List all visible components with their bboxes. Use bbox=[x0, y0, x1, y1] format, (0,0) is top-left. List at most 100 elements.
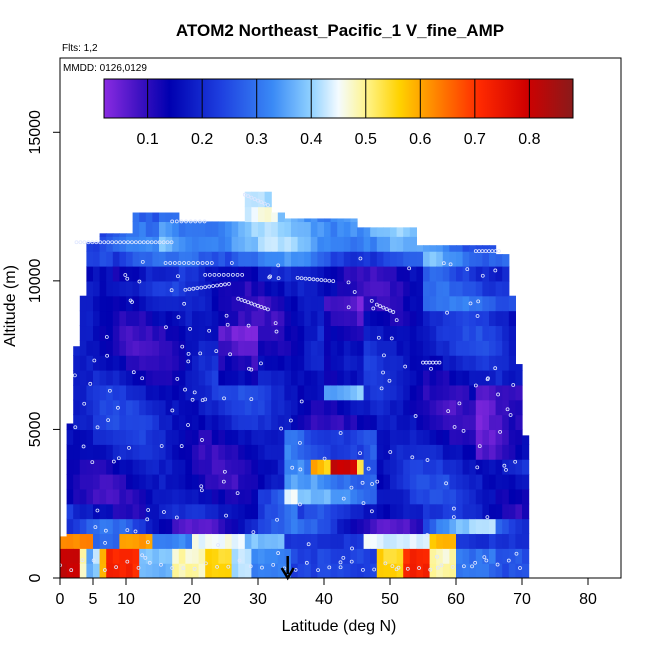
heatmap-cell bbox=[139, 399, 147, 416]
heatmap-cell bbox=[251, 236, 259, 252]
heatmap-cell bbox=[86, 414, 94, 431]
heatmap-cell bbox=[396, 444, 404, 460]
flight-track-point bbox=[78, 240, 83, 245]
heatmap-cell bbox=[515, 364, 523, 371]
heatmap-cell bbox=[337, 414, 345, 431]
heatmap-cell bbox=[152, 474, 160, 490]
heatmap-cell bbox=[297, 533, 305, 549]
heatmap-cell bbox=[475, 414, 483, 431]
heatmap-cell bbox=[277, 212, 285, 223]
heatmap-cell bbox=[495, 459, 503, 475]
heatmap-cell bbox=[409, 474, 417, 490]
heatmap-cell bbox=[218, 370, 226, 386]
heatmap-cell bbox=[126, 503, 134, 520]
heatmap-cell bbox=[370, 429, 378, 445]
heatmap-cell bbox=[225, 325, 233, 341]
heatmap-cell bbox=[126, 355, 134, 371]
heatmap-cell bbox=[489, 563, 497, 578]
flight-track-point bbox=[249, 397, 254, 401]
heatmap-cell bbox=[205, 459, 213, 475]
heatmap-cell bbox=[244, 503, 252, 520]
heatmap-cell bbox=[449, 474, 457, 490]
heatmap-cell bbox=[317, 503, 325, 520]
heatmap-cell bbox=[324, 310, 332, 327]
flight-track-point bbox=[485, 515, 490, 520]
heatmap-cell bbox=[363, 280, 371, 297]
flight-track-point bbox=[90, 240, 95, 245]
heatmap-cell bbox=[225, 414, 233, 431]
heatmap-cell bbox=[383, 340, 391, 356]
heatmap-cell bbox=[508, 533, 516, 549]
heatmap-cell bbox=[264, 399, 272, 416]
heatmap-cell bbox=[132, 325, 140, 341]
heatmap-cell bbox=[119, 399, 127, 416]
heatmap-cell bbox=[330, 518, 338, 535]
flight-track-point bbox=[203, 273, 208, 277]
heatmap-cell bbox=[165, 444, 173, 460]
heatmap-cell bbox=[132, 488, 140, 505]
heatmap-cell bbox=[363, 414, 371, 431]
heatmap-cell bbox=[185, 563, 193, 578]
heatmap-cell bbox=[132, 563, 140, 578]
heatmap-cell bbox=[324, 563, 332, 578]
heatmap-cell bbox=[106, 370, 114, 386]
flight-track-point bbox=[452, 506, 456, 511]
dates-note: MMDD: 0126,0129 bbox=[63, 63, 147, 74]
flight-track-point bbox=[274, 329, 279, 334]
heatmap-cell bbox=[324, 548, 332, 564]
heatmap-cell bbox=[205, 370, 213, 386]
heatmap-cell bbox=[139, 251, 147, 267]
heatmap-cell bbox=[416, 384, 424, 401]
heatmap-cell bbox=[126, 459, 134, 475]
heatmap-cell bbox=[198, 325, 206, 341]
heatmap-cell bbox=[436, 310, 444, 327]
heatmap-cell bbox=[449, 444, 457, 460]
heatmap-cell bbox=[363, 340, 371, 356]
flight-track-point bbox=[382, 353, 386, 358]
flight-track-point bbox=[191, 286, 196, 291]
heatmap-cell bbox=[456, 355, 464, 371]
heatmap-cell bbox=[370, 399, 378, 416]
heatmap-cell bbox=[357, 518, 365, 535]
heatmap-cell bbox=[310, 280, 318, 297]
heatmap-cell bbox=[106, 459, 114, 475]
heatmap-cell bbox=[363, 503, 371, 520]
heatmap-cell bbox=[502, 280, 510, 297]
flight-track-point bbox=[475, 314, 480, 318]
heatmap-cell bbox=[145, 212, 153, 223]
heatmap-cell bbox=[522, 503, 530, 520]
heatmap-cell bbox=[343, 384, 351, 401]
chart-title: ATOM2 Northeast_Pacific_1 V_fine_AMP bbox=[176, 21, 504, 40]
heatmap-cell bbox=[436, 340, 444, 356]
heatmap-cell bbox=[271, 518, 279, 535]
heatmap-cell bbox=[370, 414, 378, 431]
heatmap-cell bbox=[436, 414, 444, 431]
heatmap-cell bbox=[310, 414, 318, 431]
heatmap-cell bbox=[469, 518, 477, 535]
flight-track-point bbox=[248, 564, 253, 569]
flight-track-point bbox=[182, 301, 187, 306]
heatmap-cell bbox=[66, 444, 74, 460]
flight-track-point bbox=[180, 344, 185, 349]
heatmap-cell bbox=[132, 533, 140, 549]
heatmap-cell bbox=[238, 280, 246, 297]
heatmap-cell bbox=[310, 429, 318, 445]
flight-track-point bbox=[338, 431, 343, 435]
heatmap-cell bbox=[86, 533, 94, 549]
heatmap-cell bbox=[178, 533, 186, 549]
heatmap-cell bbox=[238, 548, 246, 564]
heatmap-cell bbox=[515, 399, 523, 416]
heatmap-cell bbox=[416, 429, 424, 445]
heatmap-cell bbox=[429, 533, 437, 549]
heatmap-cell bbox=[403, 355, 411, 371]
heatmap-cell bbox=[178, 414, 186, 431]
heatmap-cell bbox=[363, 251, 371, 267]
heatmap-cell bbox=[192, 221, 200, 237]
heatmap-cell bbox=[456, 459, 464, 475]
heatmap-cell bbox=[324, 518, 332, 535]
heatmap-cell bbox=[310, 295, 318, 312]
heatmap-cell bbox=[264, 533, 272, 549]
heatmap-cell bbox=[66, 533, 74, 549]
flight-track-point bbox=[358, 451, 362, 456]
flight-track-point bbox=[298, 467, 303, 472]
